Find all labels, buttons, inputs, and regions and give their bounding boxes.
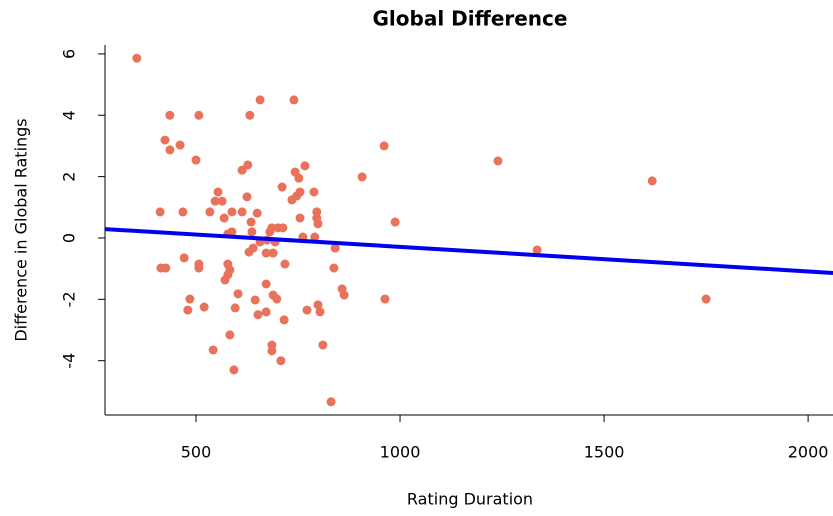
point — [194, 263, 204, 273]
point — [329, 263, 339, 273]
point — [252, 208, 262, 218]
point — [233, 289, 243, 299]
point — [165, 110, 175, 120]
point — [165, 145, 175, 155]
y-tick-label: -2 — [60, 291, 79, 307]
point — [310, 232, 320, 242]
point — [300, 161, 310, 171]
point — [302, 305, 312, 315]
point — [217, 196, 227, 206]
point — [237, 207, 247, 217]
point — [194, 110, 204, 120]
point — [261, 248, 271, 258]
point — [289, 95, 299, 105]
point — [219, 213, 229, 223]
point — [210, 196, 220, 206]
point — [261, 279, 271, 289]
y-tick-label: 6 — [60, 49, 79, 59]
y-tick-label: 0 — [60, 233, 79, 243]
point — [220, 275, 230, 285]
point — [213, 187, 223, 197]
point — [278, 223, 288, 233]
point — [230, 303, 240, 313]
point — [161, 263, 171, 273]
point — [268, 248, 278, 258]
point — [227, 227, 237, 237]
point — [276, 356, 286, 366]
point — [294, 173, 304, 183]
point — [185, 294, 195, 304]
point — [246, 217, 256, 227]
point — [245, 110, 255, 120]
point — [313, 219, 323, 229]
point — [390, 217, 400, 227]
point — [237, 165, 247, 175]
point — [253, 310, 263, 320]
point — [330, 243, 340, 253]
point — [227, 207, 237, 217]
point — [532, 245, 542, 255]
x-tick-label: 500 — [181, 443, 212, 462]
point — [155, 207, 165, 217]
y-tick-label: 2 — [60, 172, 79, 182]
point — [312, 207, 322, 217]
chart-title: Global Difference — [373, 7, 568, 31]
x-tick-label: 2000 — [788, 443, 829, 462]
point — [493, 156, 503, 166]
point — [277, 182, 287, 192]
point — [242, 192, 252, 202]
point — [326, 397, 336, 407]
y-axis-label: Difference in Global Ratings — [12, 118, 31, 341]
point — [647, 176, 657, 186]
point — [272, 294, 282, 304]
point — [248, 243, 258, 253]
fit-line — [104, 227, 833, 275]
point — [247, 227, 257, 237]
x-tick-label: 1500 — [584, 443, 625, 462]
point — [309, 187, 319, 197]
point — [132, 53, 142, 63]
point — [243, 160, 253, 170]
point — [379, 141, 389, 151]
point — [315, 307, 325, 317]
point — [229, 365, 239, 375]
point — [179, 253, 189, 263]
point — [199, 302, 209, 312]
point — [380, 294, 390, 304]
point — [175, 140, 185, 150]
x-tick-label: 1000 — [380, 443, 421, 462]
point — [295, 187, 305, 197]
point — [267, 346, 277, 356]
x-axis-label: Rating Duration — [407, 490, 533, 509]
point — [313, 300, 323, 310]
point — [279, 315, 289, 325]
point — [225, 265, 235, 275]
point — [205, 207, 215, 217]
point — [701, 294, 711, 304]
point — [183, 305, 193, 315]
point — [160, 135, 170, 145]
point — [225, 330, 235, 340]
point — [339, 290, 349, 300]
point — [178, 207, 188, 217]
point — [318, 340, 328, 350]
point — [208, 345, 218, 355]
point — [280, 259, 290, 269]
y-tick-label: 4 — [60, 110, 79, 120]
point — [261, 307, 271, 317]
point — [357, 172, 367, 182]
point — [250, 295, 260, 305]
point — [295, 213, 305, 223]
point — [191, 155, 201, 165]
point — [255, 95, 265, 105]
y-tick-label: -4 — [60, 353, 79, 369]
